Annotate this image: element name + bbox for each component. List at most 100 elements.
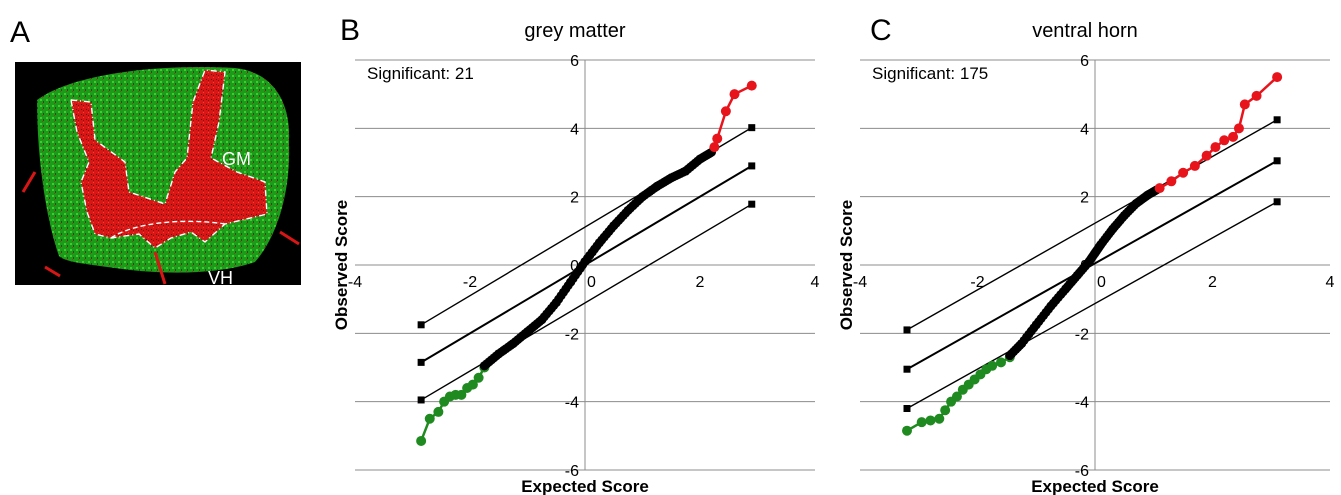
data-point-high [729, 89, 740, 100]
data-point-not_significant [1143, 190, 1153, 200]
gm-label: GM [222, 149, 251, 169]
y-tick-label: 0 [570, 258, 579, 275]
grey-matter-region [71, 70, 267, 248]
x-tick-label: 0 [1097, 274, 1106, 291]
y-tick-label: 2 [1080, 190, 1089, 207]
data-point-not_significant [1031, 320, 1041, 330]
y-tick-label: 6 [570, 53, 579, 70]
x-axis-label: Expected Score [1031, 477, 1159, 495]
data-point-high [1239, 99, 1250, 110]
reference-line-marker [1273, 116, 1281, 124]
data-point-not_significant [695, 154, 705, 164]
reference-line-marker [1273, 157, 1281, 165]
data-point-not_significant [638, 192, 647, 202]
data-point-low [902, 425, 912, 436]
data-point-high [1201, 150, 1212, 161]
data-point-not_significant [537, 315, 547, 325]
data-point-high [1189, 160, 1200, 171]
data-point-not_significant [580, 257, 590, 267]
y-tick-label: -4 [1075, 395, 1089, 412]
ventral-horn-outline [110, 220, 226, 239]
y-tick-label: 4 [1080, 121, 1089, 138]
reference-line-marker [903, 365, 911, 373]
reference-line [906, 159, 1278, 371]
x-tick-label: 2 [1208, 274, 1217, 291]
data-point-low [456, 389, 467, 400]
y-tick-label: -6 [565, 463, 579, 480]
reference-line-marker [417, 358, 425, 366]
y-tick-label: -4 [565, 395, 579, 412]
y-tick-label: 2 [570, 190, 579, 207]
data-point-not_significant [494, 349, 504, 359]
data-point-high [1272, 72, 1283, 83]
data-point-high [1228, 131, 1239, 142]
data-point-high [1251, 90, 1262, 101]
reference-line-marker [1273, 198, 1281, 206]
data-point-not_significant [1090, 248, 1100, 258]
data-point-not_significant [551, 298, 561, 308]
reference-line-marker [748, 162, 756, 170]
data-point-high [1233, 123, 1244, 134]
data-point-high [1178, 167, 1189, 178]
data-point-high [1166, 176, 1177, 187]
data-point-not_significant [1005, 351, 1015, 361]
x-tick-label: 0 [587, 274, 596, 291]
data-point-low [473, 372, 484, 383]
data-point-high [712, 133, 723, 144]
data-point-not_significant [1072, 270, 1082, 280]
y-tick-label: -2 [565, 326, 579, 343]
data-point-high [720, 106, 731, 117]
x-tick-label: 2 [696, 274, 705, 291]
y-axis-label: Observed Score [837, 200, 856, 330]
data-point-not_significant [508, 339, 518, 349]
data-point-low [433, 406, 444, 417]
y-tick-label: -6 [1075, 463, 1089, 480]
data-point-high [746, 80, 757, 91]
reference-line-marker [748, 200, 756, 208]
significant-count: Significant: 175 [872, 64, 988, 83]
x-axis-label: Expected Score [521, 477, 649, 495]
data-point-not_significant [1017, 339, 1027, 349]
spinal-cord-micrograph: GM VH [15, 62, 301, 285]
x-tick-label: -2 [463, 274, 477, 291]
data-point-not_significant [594, 238, 604, 248]
data-point-low [925, 415, 936, 426]
data-point-not_significant [1084, 257, 1094, 267]
significant-count: Significant: 21 [367, 64, 474, 83]
data-point-not_significant [479, 361, 489, 371]
data-point-not_significant [1119, 210, 1129, 220]
grey-matter-outline [70, 69, 268, 249]
x-tick-label: -2 [970, 274, 984, 291]
data-point-not_significant [681, 166, 691, 176]
data-point-low [940, 405, 951, 416]
data-point-low [416, 435, 427, 446]
y-axis-label: Observed Score [332, 200, 351, 330]
vh-label: VH [208, 268, 233, 285]
data-point-low [916, 417, 927, 428]
reference-line-marker [417, 321, 425, 329]
data-point-high [1210, 142, 1221, 153]
reference-line [420, 203, 753, 401]
data-point-not_significant [1131, 199, 1141, 208]
reference-line-marker [903, 326, 911, 334]
x-tick-label: 4 [811, 274, 820, 291]
data-point-low [951, 391, 962, 402]
reference-line [906, 119, 1278, 331]
blood-vessels [21, 171, 300, 285]
data-point-not_significant [566, 277, 576, 287]
chart-title: grey matter [524, 20, 625, 42]
data-point-low [987, 360, 998, 371]
data-point-not_significant [1108, 224, 1118, 234]
data-point-not_significant [609, 221, 619, 231]
data-point-not_significant [1046, 301, 1056, 311]
data-point-not_significant [1096, 240, 1106, 249]
panel-b-letter: B [340, 14, 361, 47]
y-tick-label: 4 [570, 121, 579, 138]
data-point-low [996, 357, 1006, 368]
qq-plot-grey-matter: -6 -4 -2 0 2 4 6 -4 -2 0 2 4 grey matter Significant:… [332, 20, 820, 495]
x-tick-label: -4 [348, 274, 362, 291]
data-point-high [709, 142, 720, 153]
x-tick-label: 4 [1326, 274, 1335, 291]
reference-line-marker [748, 124, 756, 132]
